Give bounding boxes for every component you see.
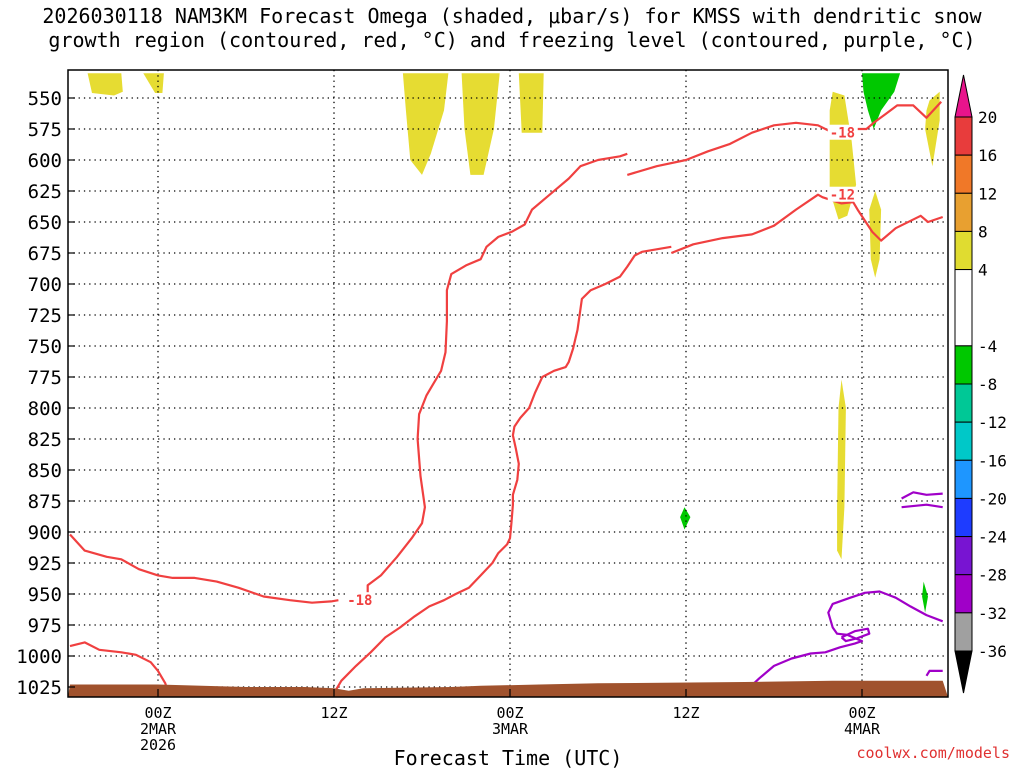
colorbar-band: [954, 116, 973, 156]
x-tick-label: 12Z: [320, 704, 347, 722]
colorbar-band: [954, 497, 973, 538]
chart-title-line-1: 2026030118 NAM3KM Forecast Omega (shaded…: [42, 4, 982, 28]
y-tick-label: 625: [28, 181, 62, 203]
y-tick-label: 950: [28, 584, 62, 606]
x-tick-label: 2026: [140, 736, 176, 754]
y-tick-label: 1025: [16, 677, 62, 699]
plot-frame: [67, 69, 949, 698]
contour-line: [840, 627, 871, 643]
x-axis-label: Forecast Time (UTC): [394, 746, 623, 768]
contour-line: [901, 503, 943, 509]
y-tick-label: 725: [28, 305, 62, 327]
x-tick-label: 12Z: [672, 704, 699, 722]
upward-omega-area: [518, 73, 544, 133]
colorbar-band: [954, 345, 973, 385]
y-tick-label: 650: [28, 212, 62, 234]
upward-omega-area: [461, 73, 500, 175]
plot-border: [67, 69, 949, 698]
colorbar-label: -16: [978, 451, 1007, 470]
colorbar-band: [954, 421, 973, 461]
colorbar-band: [954, 612, 973, 652]
upward-omega-area: [143, 73, 164, 93]
y-tick-label: 775: [28, 367, 62, 389]
colorbar-label: -28: [978, 566, 1007, 585]
colorbar-label: -24: [978, 528, 1007, 547]
chart-title-line-2: growth region (contoured, red, °C) and f…: [48, 28, 976, 52]
colorbar-top-arrow: [954, 74, 973, 118]
contour-line: [358, 152, 628, 600]
downward-omega-area: [922, 581, 928, 613]
colorbar-label: -12: [978, 413, 1007, 432]
contour-line: [925, 669, 943, 677]
contour-line: [670, 193, 944, 255]
x-tick-label: 3MAR: [492, 720, 529, 738]
contour-line: [69, 533, 339, 604]
x-tick-label: 4MAR: [844, 720, 881, 738]
y-tick-label: 575: [28, 119, 62, 141]
terrain-layer: [68, 680, 948, 697]
contour-label: -18: [347, 593, 372, 609]
y-tick-label: 750: [28, 336, 62, 358]
colorbar-band: [954, 230, 973, 271]
y-tick-label: 925: [28, 553, 62, 575]
colorbar-band: [954, 192, 973, 232]
contour-label-background: [827, 186, 858, 202]
contour-line: [745, 590, 944, 692]
colorbar-band: [954, 536, 973, 576]
contour-label-layer: -18 -18 -12: [345, 124, 858, 609]
colorbar-label: 16: [978, 146, 997, 165]
contour-label-background: [827, 124, 858, 140]
colorbar-band: [954, 269, 973, 347]
downward-omega-area: [680, 507, 691, 530]
y-tick-label: 900: [28, 522, 62, 544]
colorbar-label: 12: [978, 184, 997, 203]
y-tick-label: 875: [28, 491, 62, 513]
y-tick-label: 600: [28, 150, 62, 172]
colorbar-label: 4: [978, 261, 988, 280]
upward-omega-area: [402, 73, 449, 175]
contour-label: -12: [830, 188, 855, 204]
colorbar-label: -36: [978, 642, 1007, 661]
y-tick-label: 975: [28, 615, 62, 637]
y-tick-label: 825: [28, 429, 62, 451]
colorbar-label: -20: [978, 489, 1007, 508]
colorbar-band: [954, 574, 973, 614]
colorbar-label: -8: [978, 375, 997, 394]
colorbar-bottom-arrow: [954, 650, 973, 694]
y-axis: 550 575 600 625 650 675 700 725 750 775 800 825 850 8…: [16, 88, 75, 699]
colorbar-label: -4: [978, 337, 997, 356]
website-credit: coolwx.com/models: [856, 744, 1010, 762]
contour-label-background: [345, 592, 376, 608]
terrain-fill: [68, 680, 948, 697]
colorbar-band: [954, 459, 973, 499]
x-tick-label: 00Z: [144, 704, 171, 722]
contour-label: -18: [830, 126, 855, 142]
contour-line: [626, 100, 943, 176]
upward-omega-area: [837, 379, 846, 560]
contour-line: [901, 491, 943, 500]
upward-omega-area: [87, 73, 123, 96]
y-tick-label: 1000: [16, 646, 62, 668]
colorbar-label: 20: [978, 108, 997, 127]
y-tick-label: 550: [28, 88, 62, 110]
colorbar: 20 16 12 8 4 -4 -8 -12 -16 -20 -24 -28 -32 -36: [954, 74, 1007, 694]
y-tick-label: 800: [28, 398, 62, 420]
x-tick-label: 00Z: [848, 704, 875, 722]
chart-title: 2026030118 NAM3KM Forecast Omega (shaded…: [0, 4, 1024, 52]
colorbar-band: [954, 383, 973, 423]
y-tick-label: 675: [28, 243, 62, 265]
colorbar-band: [954, 154, 973, 194]
downward-omega-area: [862, 73, 901, 129]
y-tick-label: 700: [28, 274, 62, 296]
contour-line: [69, 641, 170, 694]
contour-line: [333, 245, 672, 694]
colorbar-label: 8: [978, 222, 988, 241]
colorbar-label: -32: [978, 604, 1007, 623]
x-tick-label: 2MAR: [140, 720, 177, 738]
grid-layer: [68, 70, 948, 697]
x-tick-label: 00Z: [496, 704, 523, 722]
y-tick-label: 850: [28, 460, 62, 482]
